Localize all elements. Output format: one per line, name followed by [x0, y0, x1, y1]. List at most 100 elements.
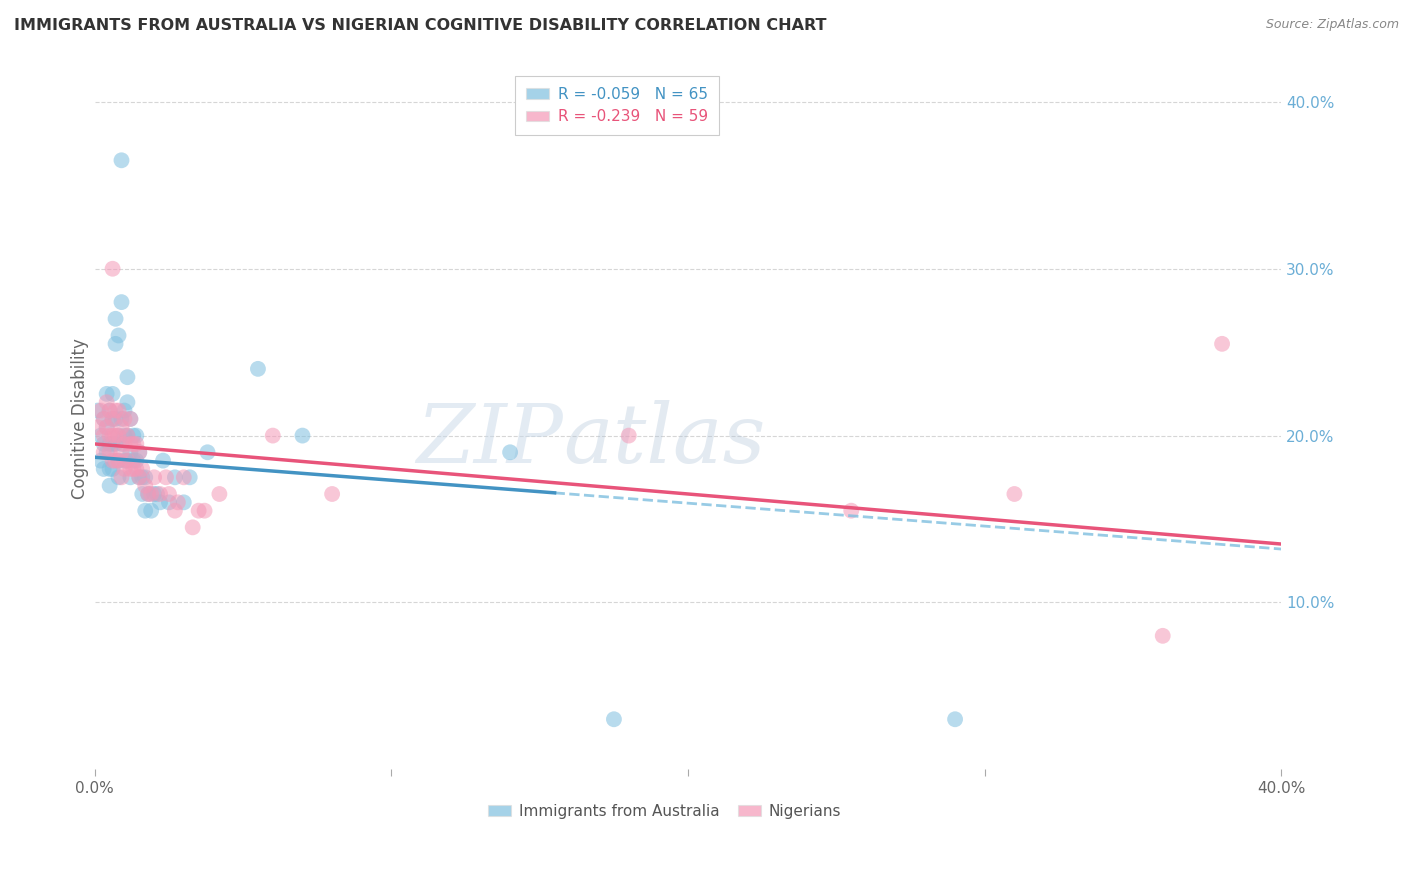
Point — [117, 428, 139, 442]
Point — [149, 495, 172, 509]
Point — [98, 403, 121, 417]
Point — [136, 487, 159, 501]
Point — [90, 403, 112, 417]
Point — [104, 412, 127, 426]
Point — [120, 470, 142, 484]
Point — [143, 470, 166, 484]
Point — [120, 412, 142, 426]
Point — [117, 428, 139, 442]
Point — [208, 487, 231, 501]
Point — [114, 437, 136, 451]
Point — [101, 261, 124, 276]
Point — [101, 437, 124, 451]
Point — [128, 445, 150, 459]
Point — [1002, 487, 1025, 501]
Point — [193, 504, 215, 518]
Point — [134, 470, 156, 484]
Point — [125, 462, 148, 476]
Point — [87, 420, 110, 434]
Point — [131, 470, 153, 484]
Point — [107, 453, 129, 467]
Point — [149, 487, 172, 501]
Point — [321, 487, 343, 501]
Point — [155, 470, 177, 484]
Point — [101, 412, 124, 426]
Point — [101, 412, 124, 426]
Point — [125, 437, 148, 451]
Point — [125, 453, 148, 467]
Point — [499, 445, 522, 459]
Point — [110, 445, 132, 459]
Point — [120, 445, 142, 459]
Point — [181, 520, 204, 534]
Point — [107, 403, 129, 417]
Point — [114, 453, 136, 467]
Point — [128, 470, 150, 484]
Point — [104, 336, 127, 351]
Point — [114, 403, 136, 417]
Point — [96, 387, 118, 401]
Point — [104, 403, 127, 417]
Point — [110, 420, 132, 434]
Point — [107, 428, 129, 442]
Point — [96, 395, 118, 409]
Point — [110, 153, 132, 168]
Point — [122, 462, 145, 476]
Point — [107, 328, 129, 343]
Point — [101, 387, 124, 401]
Point — [117, 395, 139, 409]
Point — [131, 487, 153, 501]
Point — [146, 487, 169, 501]
Point — [114, 428, 136, 442]
Point — [117, 370, 139, 384]
Point — [141, 487, 163, 501]
Point — [839, 504, 862, 518]
Point — [96, 420, 118, 434]
Point — [98, 478, 121, 492]
Point — [262, 428, 284, 442]
Point — [98, 462, 121, 476]
Point — [98, 445, 121, 459]
Point — [104, 428, 127, 442]
Point — [114, 412, 136, 426]
Point — [93, 428, 115, 442]
Text: Source: ZipAtlas.com: Source: ZipAtlas.com — [1265, 18, 1399, 31]
Point — [134, 504, 156, 518]
Point — [122, 428, 145, 442]
Point — [101, 453, 124, 467]
Point — [110, 437, 132, 451]
Point — [104, 311, 127, 326]
Point — [117, 453, 139, 467]
Point — [96, 445, 118, 459]
Legend: Immigrants from Australia, Nigerians: Immigrants from Australia, Nigerians — [482, 797, 846, 825]
Point — [141, 504, 163, 518]
Point — [1211, 336, 1233, 351]
Point — [93, 412, 115, 426]
Point — [101, 462, 124, 476]
Point — [157, 487, 180, 501]
Text: atlas: atlas — [564, 400, 766, 480]
Point — [120, 462, 142, 476]
Point — [120, 412, 142, 426]
Point — [163, 470, 186, 484]
Point — [603, 712, 626, 726]
Point — [90, 453, 112, 467]
Point — [96, 420, 118, 434]
Point — [93, 437, 115, 451]
Point — [187, 504, 209, 518]
Point — [104, 453, 127, 467]
Point — [87, 403, 110, 417]
Point — [104, 437, 127, 451]
Point — [173, 470, 195, 484]
Point — [173, 495, 195, 509]
Point — [166, 495, 188, 509]
Point — [163, 504, 186, 518]
Point — [101, 428, 124, 442]
Point — [617, 428, 640, 442]
Point — [110, 470, 132, 484]
Point — [90, 428, 112, 442]
Point — [152, 453, 174, 467]
Point — [117, 453, 139, 467]
Point — [122, 437, 145, 451]
Point — [120, 437, 142, 451]
